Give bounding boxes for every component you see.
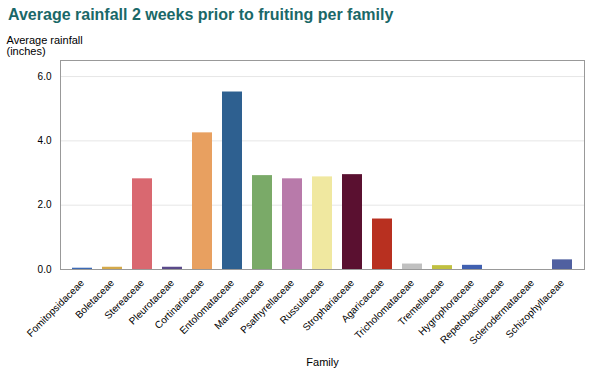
svg-text:Family: Family (306, 356, 339, 368)
svg-text:Repetobasidiaceae: Repetobasidiaceae (437, 277, 507, 346)
svg-text:Schizophyllaceae: Schizophyllaceae (503, 277, 566, 340)
html-text:Average rainfall 2 weeks prior: Average rainfall 2 weeks prior to fruiti… (8, 6, 394, 23)
svg-text:Boletaceae: Boletaceae (73, 277, 117, 321)
svg-text:Russulaceae: Russulaceae (277, 277, 327, 326)
svg-text:6.0: 6.0 (38, 71, 52, 82)
svg-text:Tricholomataceae: Tricholomataceae (352, 277, 417, 341)
svg-text:Cortinariaceae: Cortinariaceae (152, 277, 206, 331)
svg-text:Fomitopsidaceae: Fomitopsidaceae (24, 277, 87, 339)
svg-text:Strophariaceae: Strophariaceae (300, 277, 356, 333)
svg-text:Entolomataceae: Entolomataceae (177, 277, 236, 336)
svg-text:Psathyrellaceae: Psathyrellaceae (238, 277, 296, 335)
svg-text:Stereaceae: Stereaceae (102, 277, 147, 322)
svg-text:4.0: 4.0 (38, 135, 52, 146)
svg-text:Pleurotaceae: Pleurotaceae (126, 277, 177, 327)
svg-text:Tremellaceae: Tremellaceae (395, 277, 447, 328)
svg-text:Average rainfall(inches): Average rainfall(inches) (7, 34, 83, 57)
svg-text:Marasmiaceae: Marasmiaceae (212, 277, 266, 331)
svg-text:Sclerodermataceae: Sclerodermataceae (467, 277, 537, 347)
svg-text:0.0: 0.0 (38, 264, 52, 275)
svg-text:2.0: 2.0 (38, 199, 52, 210)
svg-text:Agaricaceae: Agaricaceae (339, 277, 387, 325)
svg-text:Hygrophoraceae: Hygrophoraceae (416, 277, 477, 338)
